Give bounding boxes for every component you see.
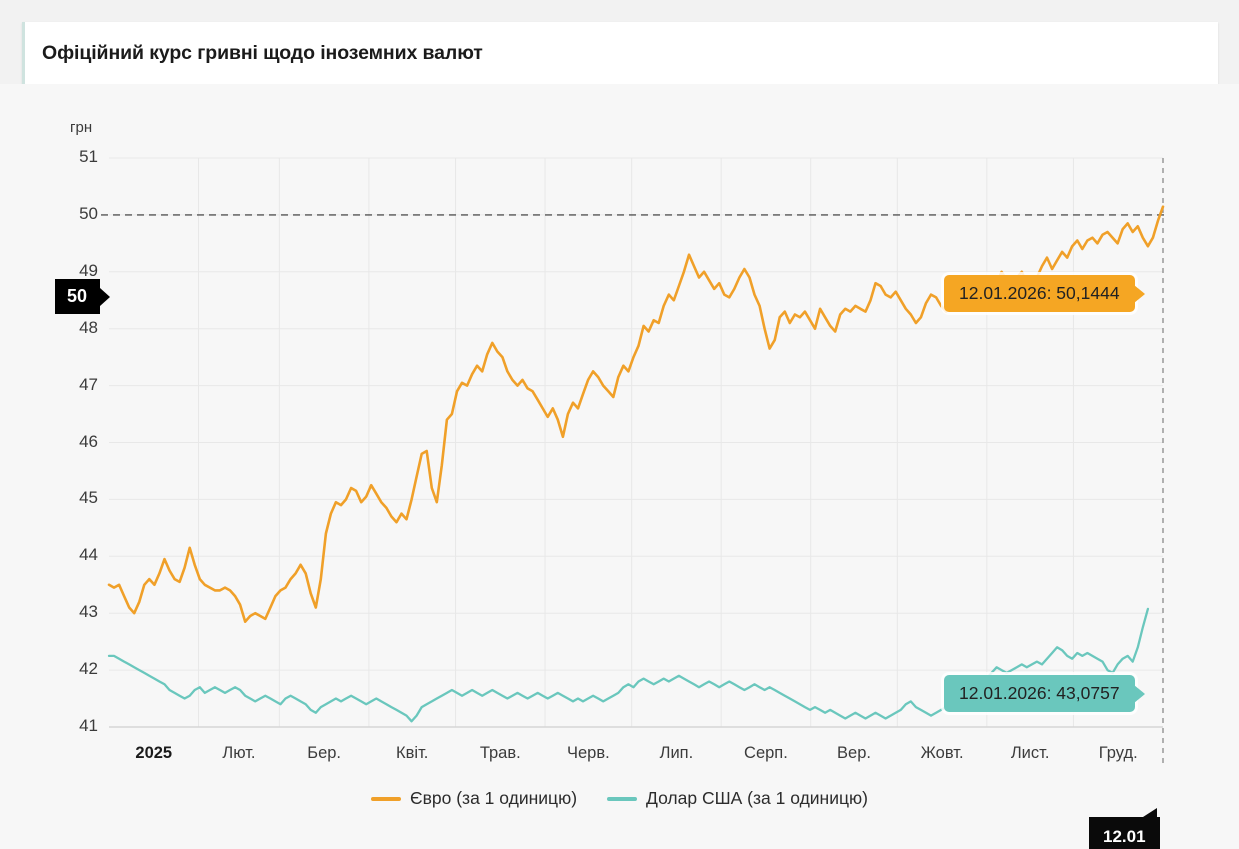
x-axis-tick-label: Серп. <box>744 744 788 762</box>
exchange-rate-line-chart[interactable] <box>0 84 1239 849</box>
y-axis-tick-label: 49 <box>79 260 98 280</box>
legend-swatch-icon <box>371 796 402 801</box>
y-axis-tick-label: 48 <box>79 317 98 337</box>
x-axis-tick-label: Вер. <box>837 744 871 762</box>
x-axis-tick-label: Лист. <box>1010 744 1050 762</box>
chart-card-header: Офіційний курс гривні щодо іноземних вал… <box>22 22 1218 84</box>
x-axis-tick-label: 2025 <box>135 744 173 762</box>
legend-item[interactable]: Євро (за 1 одиницю) <box>371 788 577 809</box>
y-axis-tick-label: 46 <box>79 431 98 451</box>
tooltip-usd-label: 12.01.2026: 43,0757 <box>959 683 1120 703</box>
x-axis-tick-label: Квіт. <box>396 744 429 762</box>
legend-item-label: Євро (за 1 одиницю) <box>410 788 578 808</box>
x-marker-label: 12.01 <box>1103 826 1146 846</box>
tooltip-eur: 12.01.2026: 50,1444 <box>944 275 1145 312</box>
x-axis-date-marker: 12.01 <box>1089 808 1160 849</box>
y-axis-tick-label: 50 <box>79 203 98 223</box>
y-axis-tick-label: 51 <box>79 147 98 166</box>
x-axis-tick-label: Черв. <box>566 744 610 762</box>
legend-item[interactable]: Долар США (за 1 одиницю) <box>607 788 868 809</box>
y-axis-tick-label: 44 <box>79 545 98 565</box>
x-axis-tick-label: Трав. <box>479 744 521 762</box>
page-title: Офіційний курс гривні щодо іноземних вал… <box>42 41 483 64</box>
chart-legend[interactable]: Євро (за 1 одиницю) Долар США (за 1 одини… <box>0 788 1239 809</box>
y-axis-unit-label: грн <box>70 119 93 136</box>
x-axis-tick-label: Лют. <box>222 744 256 762</box>
y-axis-tick-label: 41 <box>79 716 98 735</box>
y-marker-arrow-icon <box>100 287 111 306</box>
y-axis-tick-label: 42 <box>79 659 98 679</box>
x-axis-tick-label: Груд. <box>1098 744 1138 762</box>
chart-container: грн 51 50 49 48 47 46 45 44 43 42 41 2025 Лют. Бер. К… <box>0 84 1239 849</box>
y-axis-tick-label: 45 <box>79 488 98 508</box>
tooltip-eur-arrow-icon <box>1133 284 1145 303</box>
y-axis-value-marker: 50 <box>55 279 111 314</box>
tooltip-eur-label: 12.01.2026: 50,1444 <box>959 283 1120 303</box>
y-axis-tick-label: 47 <box>79 374 98 394</box>
y-marker-label: 50 <box>67 286 88 306</box>
x-axis-tick-label: Лип. <box>659 744 694 762</box>
x-axis-tick-label: Бер. <box>307 744 342 762</box>
tooltip-usd-arrow-icon <box>1133 684 1145 703</box>
x-axis-tick-label: Жовт. <box>920 744 964 762</box>
y-axis-tick-label: 43 <box>79 602 98 622</box>
x-marker-arrow-icon <box>1142 808 1157 817</box>
legend-swatch-icon <box>607 796 638 801</box>
tooltip-usd: 12.01.2026: 43,0757 <box>944 675 1145 712</box>
legend-item-label: Долар США (за 1 одиницю) <box>646 788 868 808</box>
